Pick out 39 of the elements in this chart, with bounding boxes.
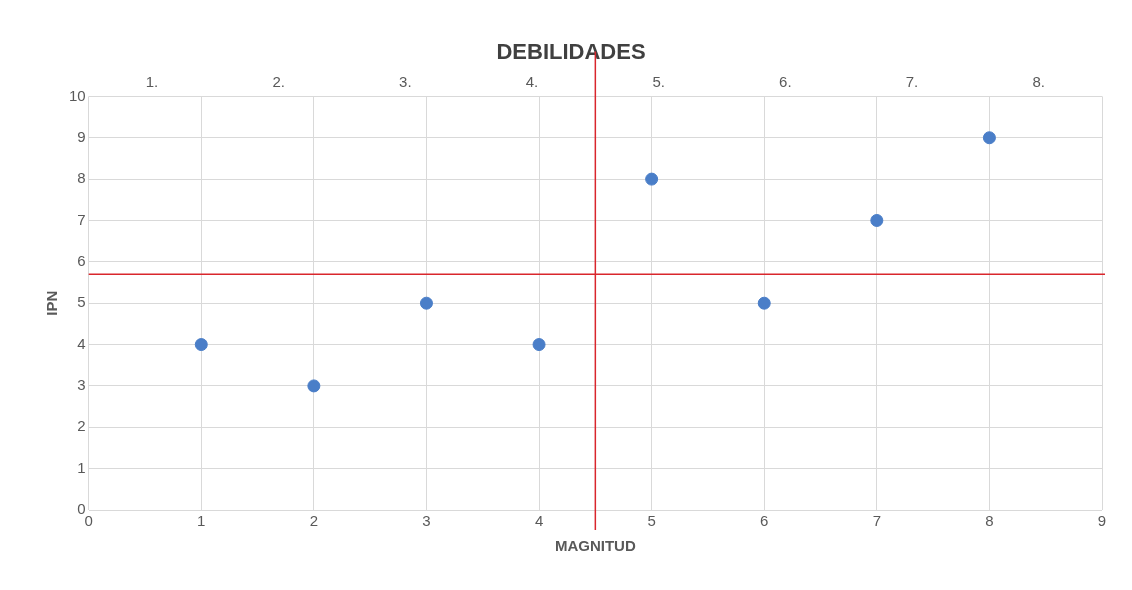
point — [870, 213, 884, 227]
y-tick-label: 6 — [77, 251, 86, 269]
y-tick-label: 1 — [77, 458, 86, 476]
point — [419, 296, 433, 310]
y-tick-label: 9 — [77, 127, 86, 145]
x-tick-label: 3 — [422, 512, 431, 530]
text: 3. — [399, 72, 412, 90]
x-tick-label: 5 — [647, 512, 656, 530]
point — [757, 296, 771, 310]
x-tick-label: 4 — [534, 512, 544, 530]
x-axis-title: MAGNITUD — [554, 537, 636, 555]
text: 5. — [652, 72, 665, 90]
x-tick-label: 7 — [872, 512, 881, 530]
text: 2. — [272, 72, 285, 90]
y-tick-label: 8 — [77, 169, 86, 187]
text: 1. — [145, 72, 159, 90]
y-tick-label: 0 — [77, 500, 86, 518]
y-tick-label: 10 — [69, 86, 86, 104]
chart-title: DEBILIDADES — [496, 39, 646, 65]
x-tick-label: 8 — [985, 512, 994, 530]
y-tick-label: 5 — [77, 293, 86, 311]
x-tick-label: 1 — [197, 512, 206, 530]
point — [532, 338, 546, 352]
text: 6. — [779, 72, 792, 90]
y-tick-label: 3 — [77, 376, 86, 394]
text: 7. — [905, 72, 919, 90]
point — [982, 131, 996, 145]
y-tick-label: 4 — [77, 334, 86, 352]
y-tick-label: 2 — [77, 417, 86, 435]
x-tick-label: 9 — [1097, 512, 1107, 530]
point — [645, 172, 659, 186]
text: 4. — [525, 72, 539, 90]
point — [194, 338, 208, 352]
x-tick-label: 6 — [760, 512, 769, 530]
text: 8. — [1032, 72, 1045, 90]
y-axis-title: IPN — [43, 290, 61, 316]
point — [307, 379, 321, 393]
x-tick-label: 2 — [309, 512, 319, 530]
y-tick-label: 7 — [77, 210, 86, 228]
